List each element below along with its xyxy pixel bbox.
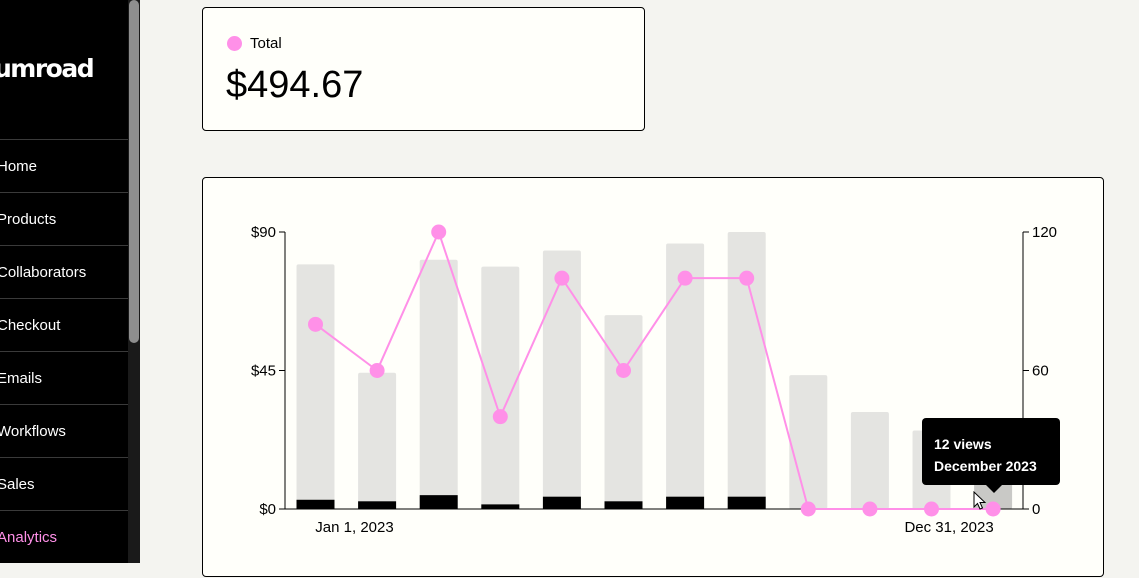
total-legend: Total: [227, 35, 282, 52]
sidebar: umroad Home Products Collaborators Check…: [0, 0, 140, 563]
sales-line-point: [985, 501, 1001, 517]
gumroad-logo[interactable]: umroad: [0, 54, 95, 83]
sales-bar: [296, 499, 335, 509]
x-axis-tick-label-start: Jan 1, 2023: [315, 519, 393, 536]
sales-line-point: [308, 316, 323, 332]
sales-line-point: [369, 363, 385, 378]
right-axis-tick-label: 0: [1032, 501, 1040, 518]
total-value: $494.67: [226, 64, 364, 106]
views-bar: [850, 412, 889, 509]
sales-line-point: [739, 270, 755, 286]
views-bar: [296, 264, 335, 509]
sidebar-nav: Home Products Collaborators Checkout Ema…: [0, 139, 128, 563]
views-bar: [542, 250, 581, 509]
views-bar: [604, 315, 643, 509]
sidebar-item-checkout[interactable]: Checkout: [0, 298, 128, 351]
sales-line-point: [431, 224, 447, 240]
chart-tooltip: 12 views December 2023: [922, 418, 1060, 485]
tooltip-month: December 2023: [934, 458, 1037, 474]
x-axis-tick-label-end: Dec 31, 2023: [904, 519, 993, 536]
left-axis-tick-label: $45: [251, 363, 276, 380]
sidebar-item-collaborators[interactable]: Collaborators: [0, 245, 128, 298]
views-bar: [358, 372, 397, 509]
views-bar: [789, 375, 828, 509]
sales-bar: [419, 495, 458, 509]
sidebar-scrollbar-thumb[interactable]: [129, 0, 139, 343]
left-axis-tick-label: $0: [259, 501, 276, 518]
views-bar: [666, 243, 705, 509]
left-axis-tick-label: $90: [251, 224, 276, 241]
sidebar-item-emails[interactable]: Emails: [0, 351, 128, 404]
sales-bar: [358, 501, 397, 509]
sales-bar: [481, 504, 520, 509]
tooltip-arrow: [986, 485, 1002, 493]
sales-line-point: [616, 363, 631, 378]
right-axis-tick-label: 60: [1032, 363, 1049, 380]
legend-label: Total: [250, 35, 282, 52]
views-bar: [419, 259, 458, 509]
views-bar: [727, 232, 766, 509]
sales-line: [314, 229, 994, 510]
legend-dot-icon: [227, 36, 242, 51]
sales-line-point: [677, 270, 693, 286]
sales-bar: [666, 496, 705, 509]
tooltip-views: 12 views: [934, 436, 992, 452]
right-axis-tick-label: 120: [1032, 224, 1057, 241]
sales-line-point: [924, 501, 939, 517]
sales-bar: [604, 501, 643, 509]
sidebar-item-sales[interactable]: Sales: [0, 457, 128, 510]
sales-bar: [727, 496, 766, 509]
sidebar-item-home[interactable]: Home: [0, 139, 128, 192]
sales-bar: [542, 496, 581, 509]
analytics-chart[interactable]: $0 $45 $90 0 60 120 Jan 1, 2023 Dec 31, 2023: [203, 178, 1105, 578]
sidebar-item-products[interactable]: Products: [0, 192, 128, 245]
sales-line-point: [492, 409, 508, 425]
mouse-cursor-icon: [973, 491, 987, 510]
sidebar-item-analytics[interactable]: Analytics: [0, 510, 128, 563]
sales-line-point: [800, 501, 816, 517]
sidebar-item-workflows[interactable]: Workflows: [0, 404, 128, 457]
sales-line-point: [554, 270, 570, 286]
views-bar: [481, 266, 520, 509]
analytics-chart-card: $0 $45 $90 0 60 120 Jan 1, 2023 Dec 31, 2023: [202, 177, 1104, 577]
total-summary-card: Total $494.67: [202, 7, 645, 131]
sales-line-point: [862, 501, 878, 517]
